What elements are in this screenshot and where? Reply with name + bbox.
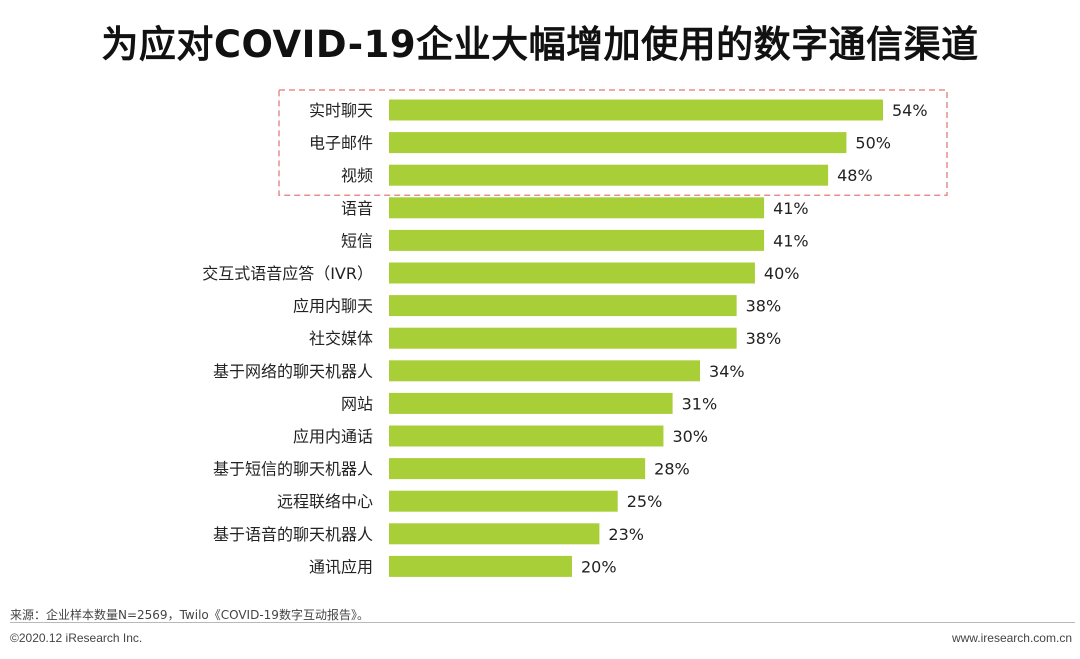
bar [389, 229, 765, 251]
bar [389, 197, 765, 219]
category-label: 基于语音的聊天机器人 [213, 525, 373, 544]
category-label: 电子邮件 [309, 134, 373, 153]
category-label: 基于网络的聊天机器人 [213, 362, 373, 381]
value-label: 50% [855, 134, 891, 153]
bar [389, 295, 737, 317]
bar [389, 458, 646, 480]
value-label: 48% [837, 166, 873, 185]
value-label: 28% [654, 460, 690, 479]
chart-title: 为应对COVID-19企业大幅增加使用的数字通信渠道 [101, 23, 979, 66]
bar [389, 164, 829, 186]
bar [389, 490, 618, 512]
website-link[interactable]: www.iresearch.com.cn [951, 631, 1072, 645]
bar [389, 425, 664, 447]
bar [389, 262, 755, 284]
value-label: 20% [581, 557, 617, 576]
value-label: 54% [892, 101, 928, 120]
bar [389, 327, 737, 349]
category-label: 语音 [341, 199, 373, 218]
value-label: 38% [746, 297, 782, 316]
value-label: 31% [682, 394, 718, 413]
value-label: 34% [709, 362, 745, 381]
category-label: 基于短信的聊天机器人 [213, 460, 373, 479]
bar [389, 360, 701, 382]
category-label: 社交媒体 [309, 329, 373, 348]
highlight-box [278, 89, 948, 196]
category-label: 通讯应用 [309, 557, 373, 576]
value-label: 40% [764, 264, 800, 283]
footer-divider [10, 622, 1075, 623]
category-label: 视频 [341, 166, 373, 185]
bar [389, 99, 883, 121]
bar [389, 392, 673, 414]
category-label: 实时聊天 [309, 101, 373, 120]
category-label: 应用内聊天 [293, 297, 373, 316]
value-label: 23% [608, 525, 644, 544]
value-label: 30% [672, 427, 708, 446]
value-label: 25% [627, 492, 663, 511]
bar [389, 523, 600, 545]
copyright-text: ©2020.12 iResearch Inc. [10, 631, 143, 645]
source-note: 来源：企业样本数量N=2569，Twilo《COVID-19数字互动报告》。 [10, 608, 369, 622]
value-label: 41% [773, 199, 809, 218]
category-label: 网站 [341, 394, 373, 413]
category-label: 应用内通话 [293, 427, 373, 446]
category-label: 交互式语音应答（IVR） [202, 264, 373, 283]
bar [389, 132, 847, 154]
bar-chart: 实时聊天 54% 电子邮件 50% 视频 48% 语音 41% 短信 41% 交互式语音应答（IVR… [202, 89, 948, 577]
value-label: 41% [773, 231, 809, 250]
bar [389, 555, 572, 577]
value-label: 38% [746, 329, 782, 348]
category-label: 远程联络中心 [277, 492, 373, 511]
category-label: 短信 [341, 231, 373, 250]
